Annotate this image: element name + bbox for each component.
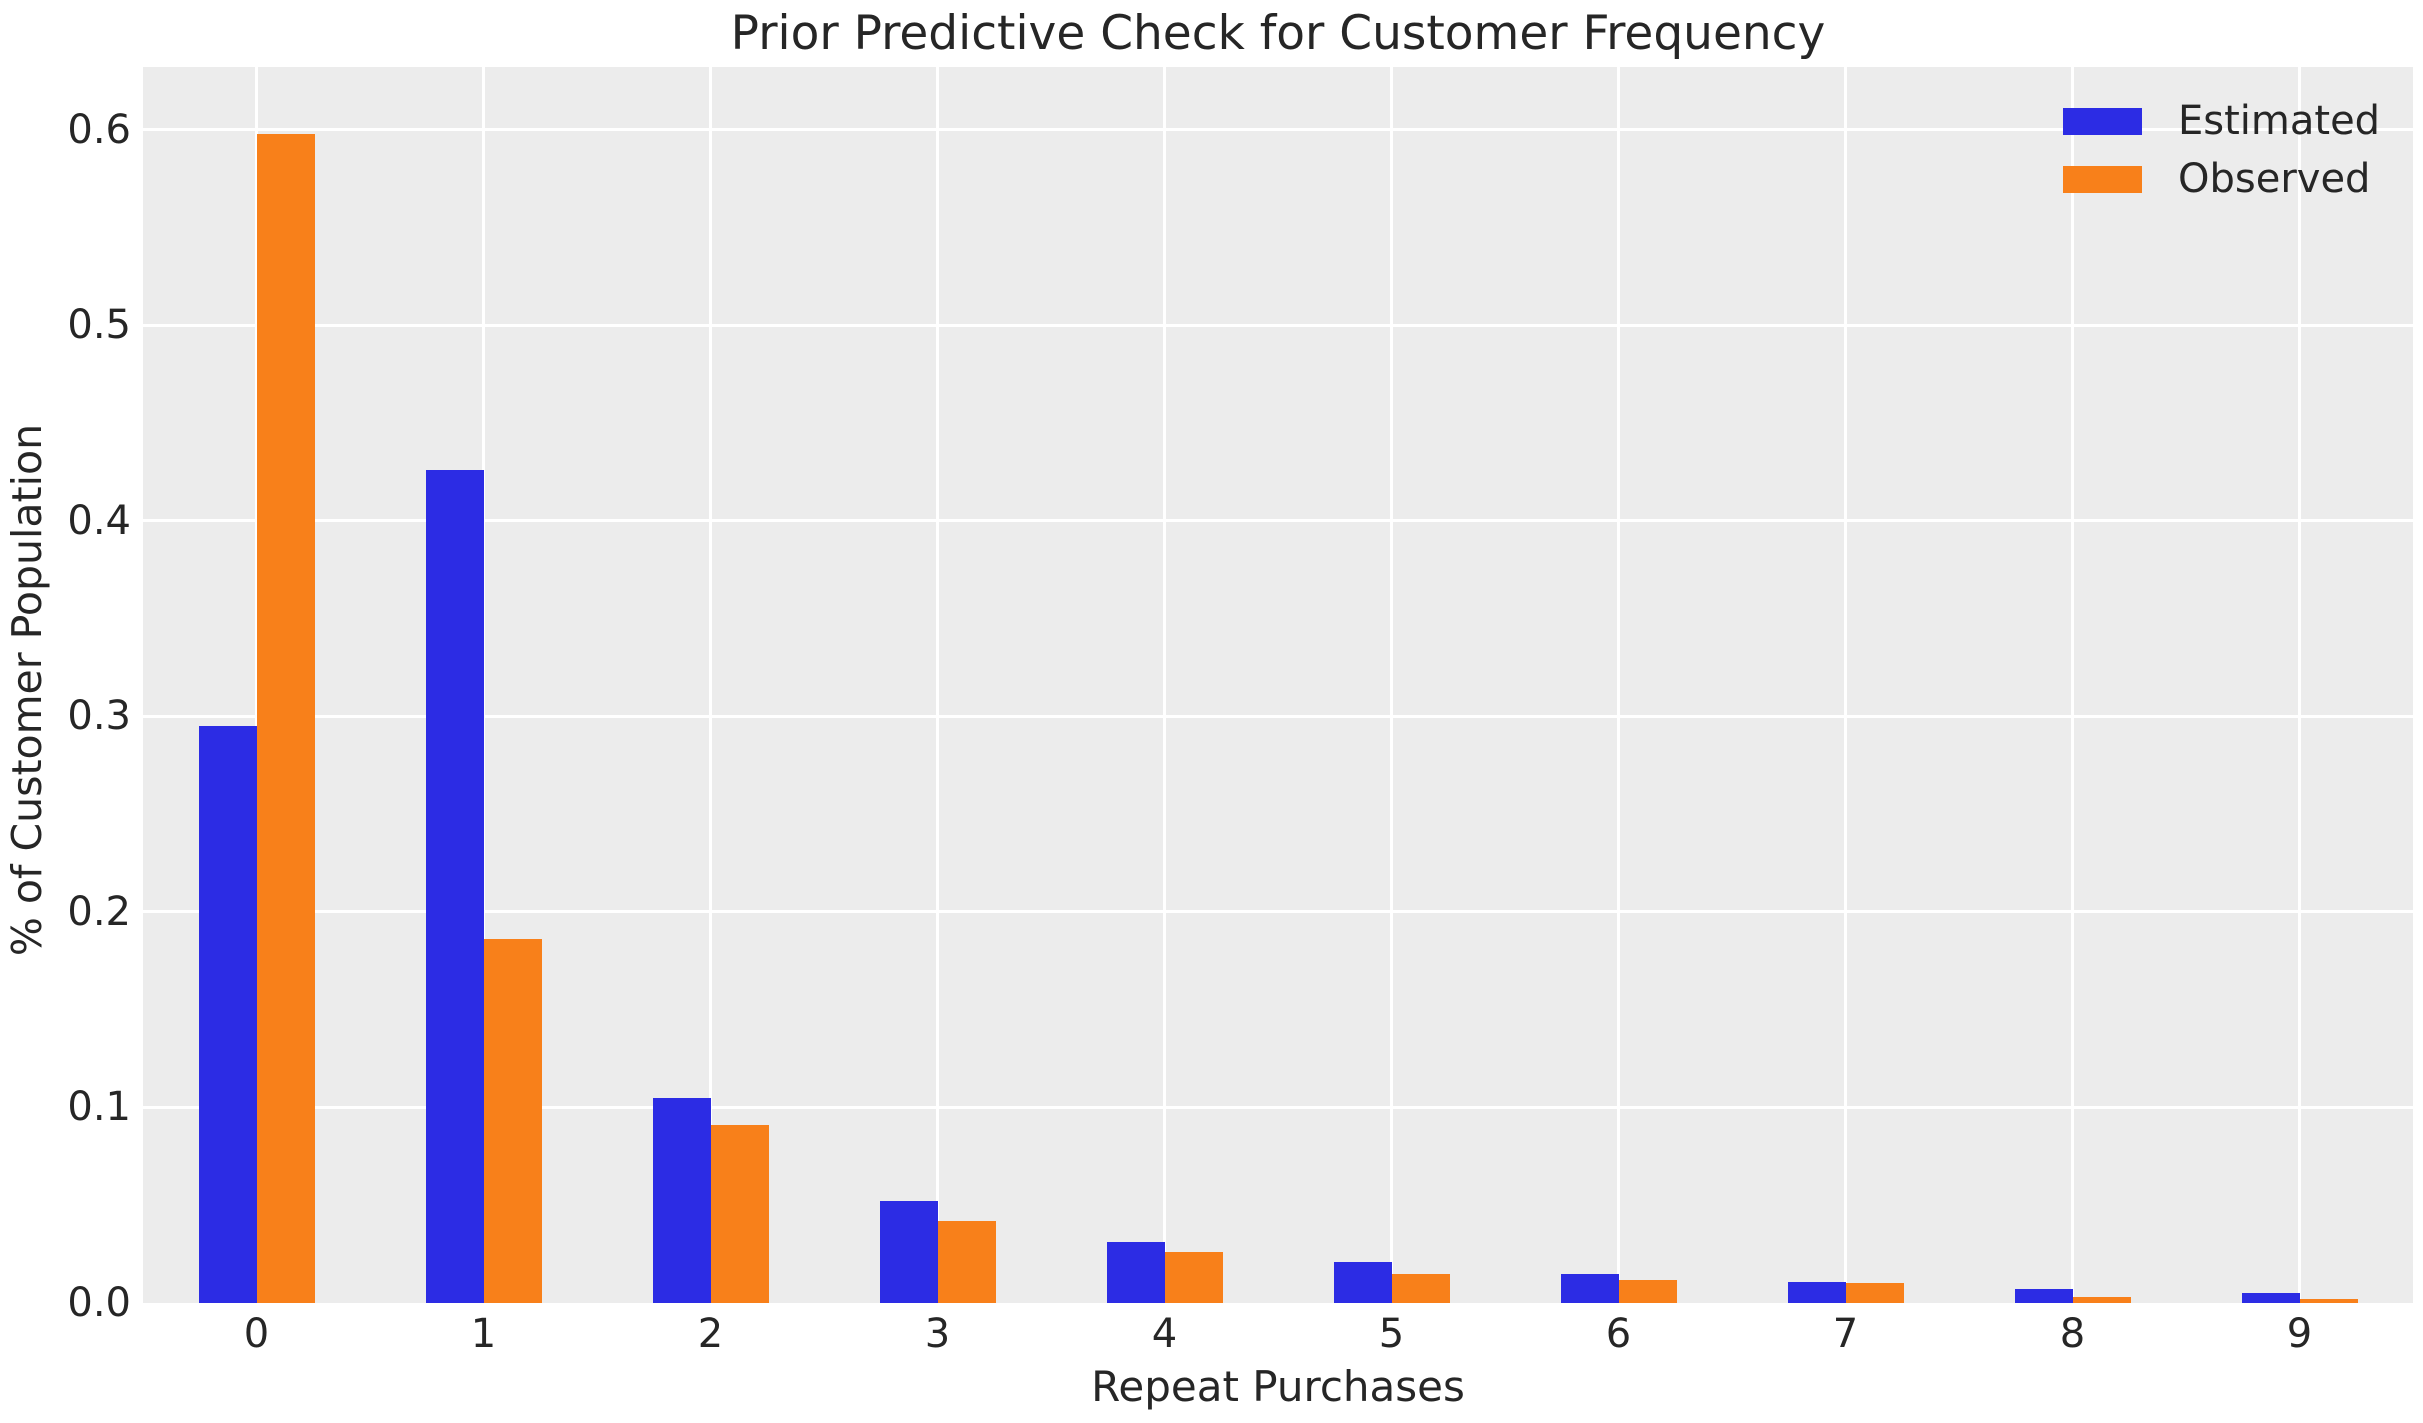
bar-observed-2 bbox=[710, 1125, 769, 1303]
x-axis-label: Repeat Purchases bbox=[1091, 1362, 1465, 1411]
bar-estimated-5 bbox=[1333, 1261, 1392, 1303]
bar-estimated-1 bbox=[425, 469, 484, 1303]
x-tick-label-9: 9 bbox=[2286, 1311, 2313, 1357]
x-tick-label-5: 5 bbox=[1378, 1311, 1405, 1357]
gridline-y-0.4 bbox=[143, 519, 2413, 523]
gridline-x-6 bbox=[1617, 67, 1620, 1303]
bar-estimated-4 bbox=[1106, 1242, 1165, 1303]
legend-swatch-observed bbox=[2063, 166, 2142, 193]
bar-observed-4 bbox=[1164, 1252, 1223, 1303]
gridline-x-9 bbox=[2298, 67, 2301, 1303]
bar-estimated-9 bbox=[2241, 1293, 2300, 1303]
gridline-y-0.2 bbox=[143, 910, 2413, 914]
gridline-x-1 bbox=[482, 67, 485, 1303]
gridline-y-0.5 bbox=[143, 323, 2413, 327]
gridline-x-4 bbox=[1163, 67, 1166, 1303]
gridline-x-2 bbox=[709, 67, 712, 1303]
gridline-x-5 bbox=[1390, 67, 1393, 1303]
bar-estimated-8 bbox=[2014, 1289, 2073, 1303]
y-tick-label-0.1: 0.1 bbox=[67, 1084, 131, 1131]
bar-estimated-0 bbox=[198, 726, 257, 1303]
plot-area bbox=[143, 67, 2413, 1303]
y-tick-label-0.0: 0.0 bbox=[67, 1280, 131, 1326]
x-tick-label-3: 3 bbox=[924, 1311, 951, 1357]
y-tick-label-0.3: 0.3 bbox=[67, 693, 131, 740]
x-tick-label-7: 7 bbox=[1832, 1311, 1859, 1357]
gridline-x-7 bbox=[1844, 67, 1847, 1303]
gridline-y-0.3 bbox=[143, 714, 2413, 718]
bar-estimated-2 bbox=[652, 1097, 711, 1303]
gridline-y-0.6 bbox=[143, 128, 2413, 132]
bar-observed-1 bbox=[483, 939, 542, 1303]
x-tick-label-0: 0 bbox=[243, 1311, 270, 1357]
gridline-x-8 bbox=[2071, 67, 2074, 1303]
bar-observed-9 bbox=[2299, 1299, 2358, 1303]
bar-estimated-7 bbox=[1787, 1281, 1846, 1303]
x-tick-label-8: 8 bbox=[2059, 1311, 2086, 1357]
bar-estimated-6 bbox=[1560, 1273, 1619, 1303]
gridline-y-0.1 bbox=[143, 1105, 2413, 1109]
y-tick-label-0.5: 0.5 bbox=[67, 302, 131, 349]
legend-label-observed: Observed bbox=[2178, 156, 2371, 202]
bar-observed-8 bbox=[2072, 1297, 2131, 1303]
legend-label-estimated: Estimated bbox=[2178, 98, 2381, 144]
y-tick-label-0.6: 0.6 bbox=[67, 106, 131, 153]
bar-observed-6 bbox=[1618, 1279, 1677, 1303]
y-tick-label-0.2: 0.2 bbox=[67, 888, 131, 935]
y-tick-label-0.4: 0.4 bbox=[67, 497, 131, 544]
x-tick-label-6: 6 bbox=[1605, 1311, 1632, 1357]
bar-estimated-3 bbox=[879, 1201, 938, 1303]
bar-observed-3 bbox=[937, 1220, 996, 1303]
bar-observed-5 bbox=[1391, 1273, 1450, 1303]
chart-title: Prior Predictive Check for Customer Freq… bbox=[730, 6, 1826, 61]
bar-observed-0 bbox=[256, 133, 315, 1303]
bar-observed-7 bbox=[1845, 1283, 1904, 1303]
x-tick-label-4: 4 bbox=[1151, 1311, 1178, 1357]
gridline-x-3 bbox=[936, 67, 939, 1303]
legend-swatch-estimated bbox=[2063, 108, 2142, 135]
x-tick-label-1: 1 bbox=[470, 1311, 497, 1357]
x-tick-label-2: 2 bbox=[697, 1311, 724, 1357]
